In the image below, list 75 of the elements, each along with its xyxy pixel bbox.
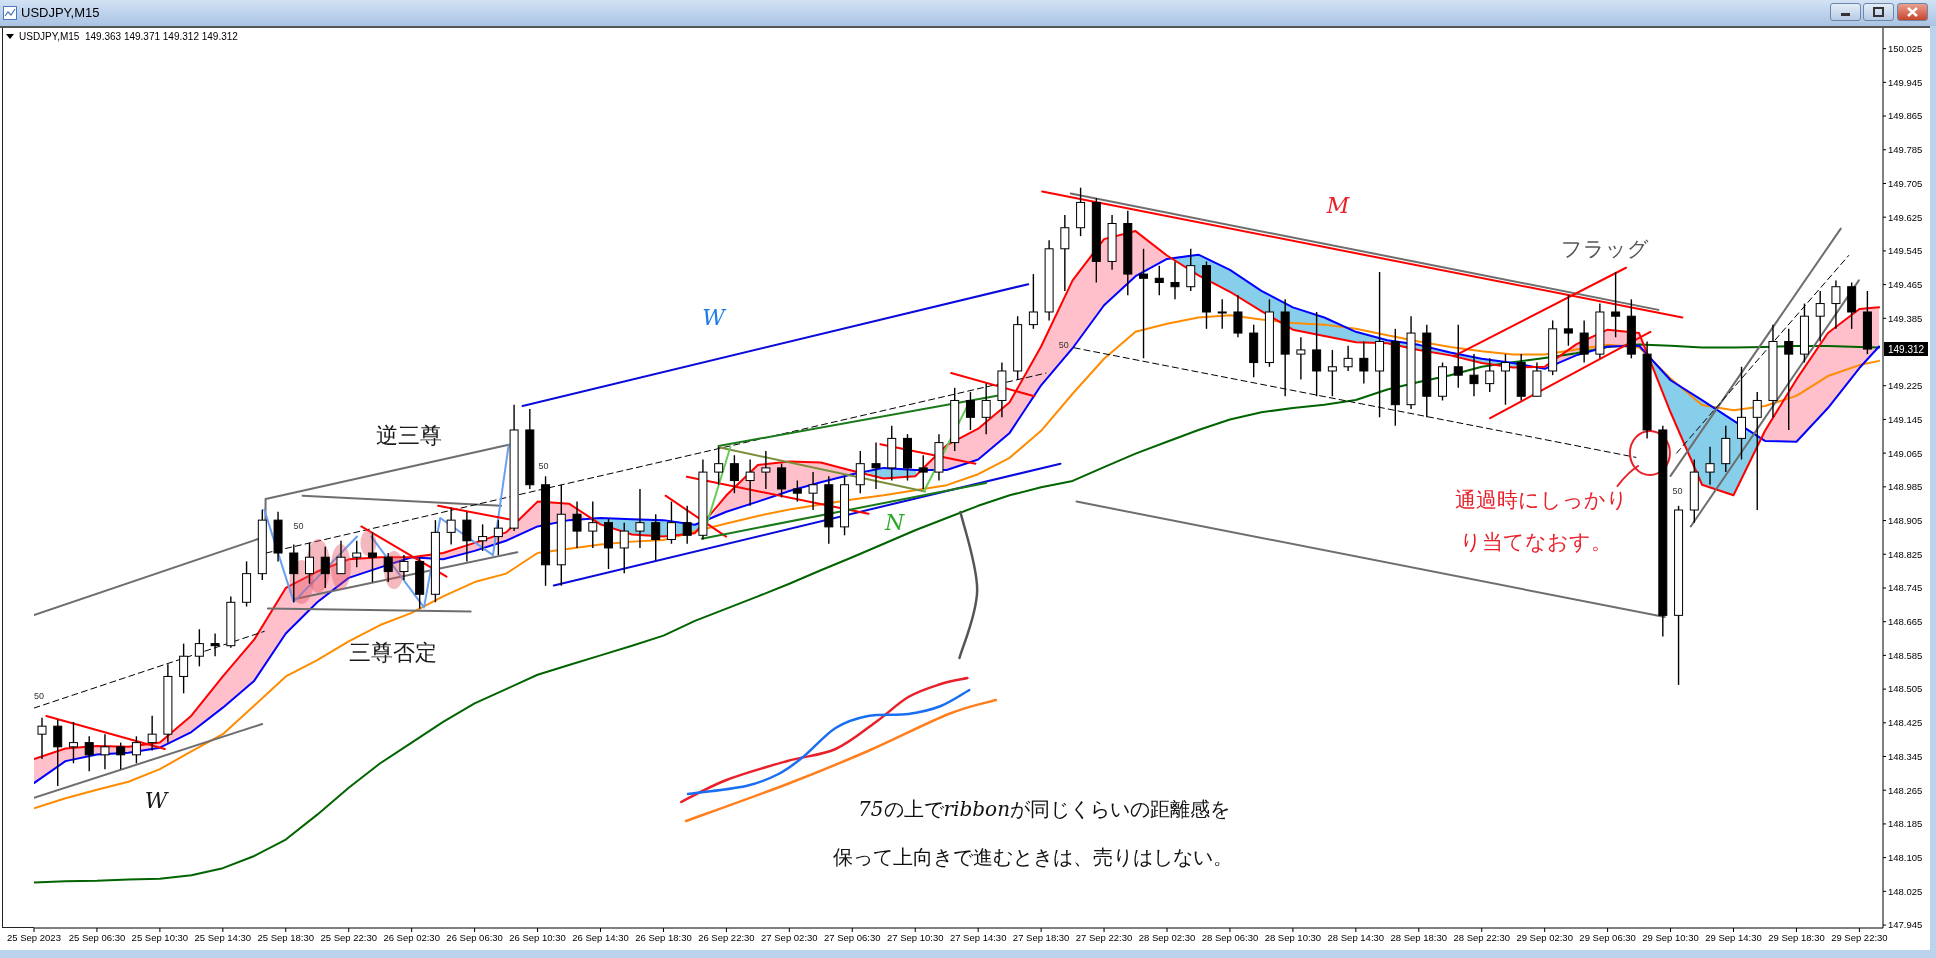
- y-tick-label: 149.145: [1888, 413, 1923, 425]
- x-tick-label: 28 Sep 18:30: [1390, 931, 1448, 943]
- text: 149.312: [1888, 343, 1925, 355]
- x-tick-label: 28 Sep 06:30: [1201, 931, 1259, 943]
- y-tick-label: 148.665: [1888, 616, 1923, 628]
- y-tick-label: 150.025: [1888, 43, 1923, 55]
- y-tick-label: 149.705: [1888, 177, 1923, 189]
- x-tick-label: 25 Sep 10:30: [131, 931, 189, 943]
- y-tick-label: 147.945: [1888, 919, 1923, 931]
- x-tick-label: 29 Sep 10:30: [1642, 931, 1699, 943]
- x-tick-label: 26 Sep 18:30: [635, 931, 692, 943]
- x-tick-label: 28 Sep 02:30: [1138, 931, 1196, 943]
- annotation: 50: [1672, 486, 1683, 496]
- x-tick-label: 29 Sep 22:30: [1831, 931, 1888, 943]
- annotation: 75の上でribbonが同じくらいの距離感を: [858, 797, 1231, 821]
- annotation: り当てなおす。: [1459, 530, 1612, 554]
- y-tick-label: 149.385: [1888, 312, 1923, 324]
- y-tick-label: 149.785: [1888, 144, 1923, 156]
- x-tick-label: 27 Sep 18:30: [1012, 931, 1070, 943]
- y-tick-label: 148.345: [1888, 750, 1923, 762]
- annotation: 保って上向きで進むときは、売りはしない。: [833, 845, 1234, 869]
- y-tick-label: 149.865: [1888, 110, 1923, 122]
- annotation: 三尊否定: [348, 639, 437, 665]
- y-tick-label: 148.105: [1888, 852, 1923, 864]
- annotation: N: [883, 509, 905, 535]
- annotation: 50: [538, 461, 549, 471]
- annotation: W: [702, 304, 728, 330]
- annotation: 通過時にしっかり: [1455, 488, 1629, 512]
- x-tick-label: 25 Sep 22:30: [320, 931, 377, 943]
- y-tick-label: 148.025: [1888, 885, 1923, 897]
- y-tick-label: 149.545: [1888, 245, 1923, 257]
- annotation: 50: [293, 521, 304, 531]
- y-tick-label: 148.745: [1888, 582, 1923, 594]
- y-tick-label: 148.505: [1888, 683, 1923, 695]
- x-tick-label: 27 Sep 22:30: [1075, 931, 1133, 943]
- y-tick-label: 148.825: [1888, 548, 1923, 560]
- x-tick-label: 29 Sep 18:30: [1768, 931, 1825, 943]
- x-tick-label: 28 Sep 10:30: [1264, 931, 1322, 943]
- y-tick-label: 149.625: [1888, 211, 1923, 223]
- y-tick-label: 149.065: [1888, 447, 1923, 459]
- x-tick-label: 26 Sep 06:30: [446, 931, 503, 943]
- y-tick-label: 149.945: [1888, 76, 1923, 88]
- x-tick-label: 26 Sep 22:30: [698, 931, 755, 943]
- annotation: 逆三尊: [375, 422, 442, 448]
- y-tick-label: 149.225: [1888, 380, 1923, 392]
- y-tick-label: 148.425: [1888, 717, 1923, 729]
- x-tick-label: 29 Sep 06:30: [1579, 931, 1636, 943]
- chart-subtitle: USDJPY,M15 149.363 149.371 149.312 149.312: [19, 31, 238, 42]
- annotation: 50: [1058, 340, 1069, 350]
- annotation: フラッグ: [1560, 237, 1649, 261]
- y-tick-label: 148.585: [1888, 649, 1923, 661]
- annotation: 50: [33, 691, 44, 701]
- x-tick-label: 28 Sep 14:30: [1327, 931, 1385, 943]
- x-tick-label: 29 Sep 02:30: [1516, 931, 1573, 943]
- x-tick-label: 29 Sep 14:30: [1705, 931, 1762, 943]
- y-tick-label: 148.905: [1888, 514, 1923, 526]
- x-tick-label: 27 Sep 06:30: [824, 931, 881, 943]
- y-tick-label: 148.985: [1888, 481, 1923, 493]
- chart-title: USDJPY,M15: [21, 5, 100, 20]
- x-tick-label: 27 Sep 10:30: [886, 931, 944, 943]
- x-tick-label: 28 Sep 22:30: [1453, 931, 1510, 943]
- y-tick-label: 148.265: [1888, 784, 1923, 796]
- x-tick-label: 26 Sep 02:30: [383, 931, 440, 943]
- x-tick-label: 25 Sep 2023: [7, 931, 61, 943]
- x-tick-label: 25 Sep 06:30: [68, 931, 126, 943]
- x-tick-label: 27 Sep 02:30: [761, 931, 818, 943]
- x-tick-label: 26 Sep 10:30: [509, 931, 566, 943]
- y-tick-label: 149.465: [1888, 278, 1923, 290]
- x-tick-label: 25 Sep 14:30: [194, 931, 252, 943]
- x-tick-label: 25 Sep 18:30: [257, 931, 315, 943]
- y-tick-label: 148.185: [1888, 818, 1923, 830]
- x-tick-label: 26 Sep 14:30: [572, 931, 629, 943]
- annotation: W: [144, 787, 170, 813]
- annotation: M: [1325, 192, 1350, 218]
- x-tick-label: 27 Sep 14:30: [949, 931, 1007, 943]
